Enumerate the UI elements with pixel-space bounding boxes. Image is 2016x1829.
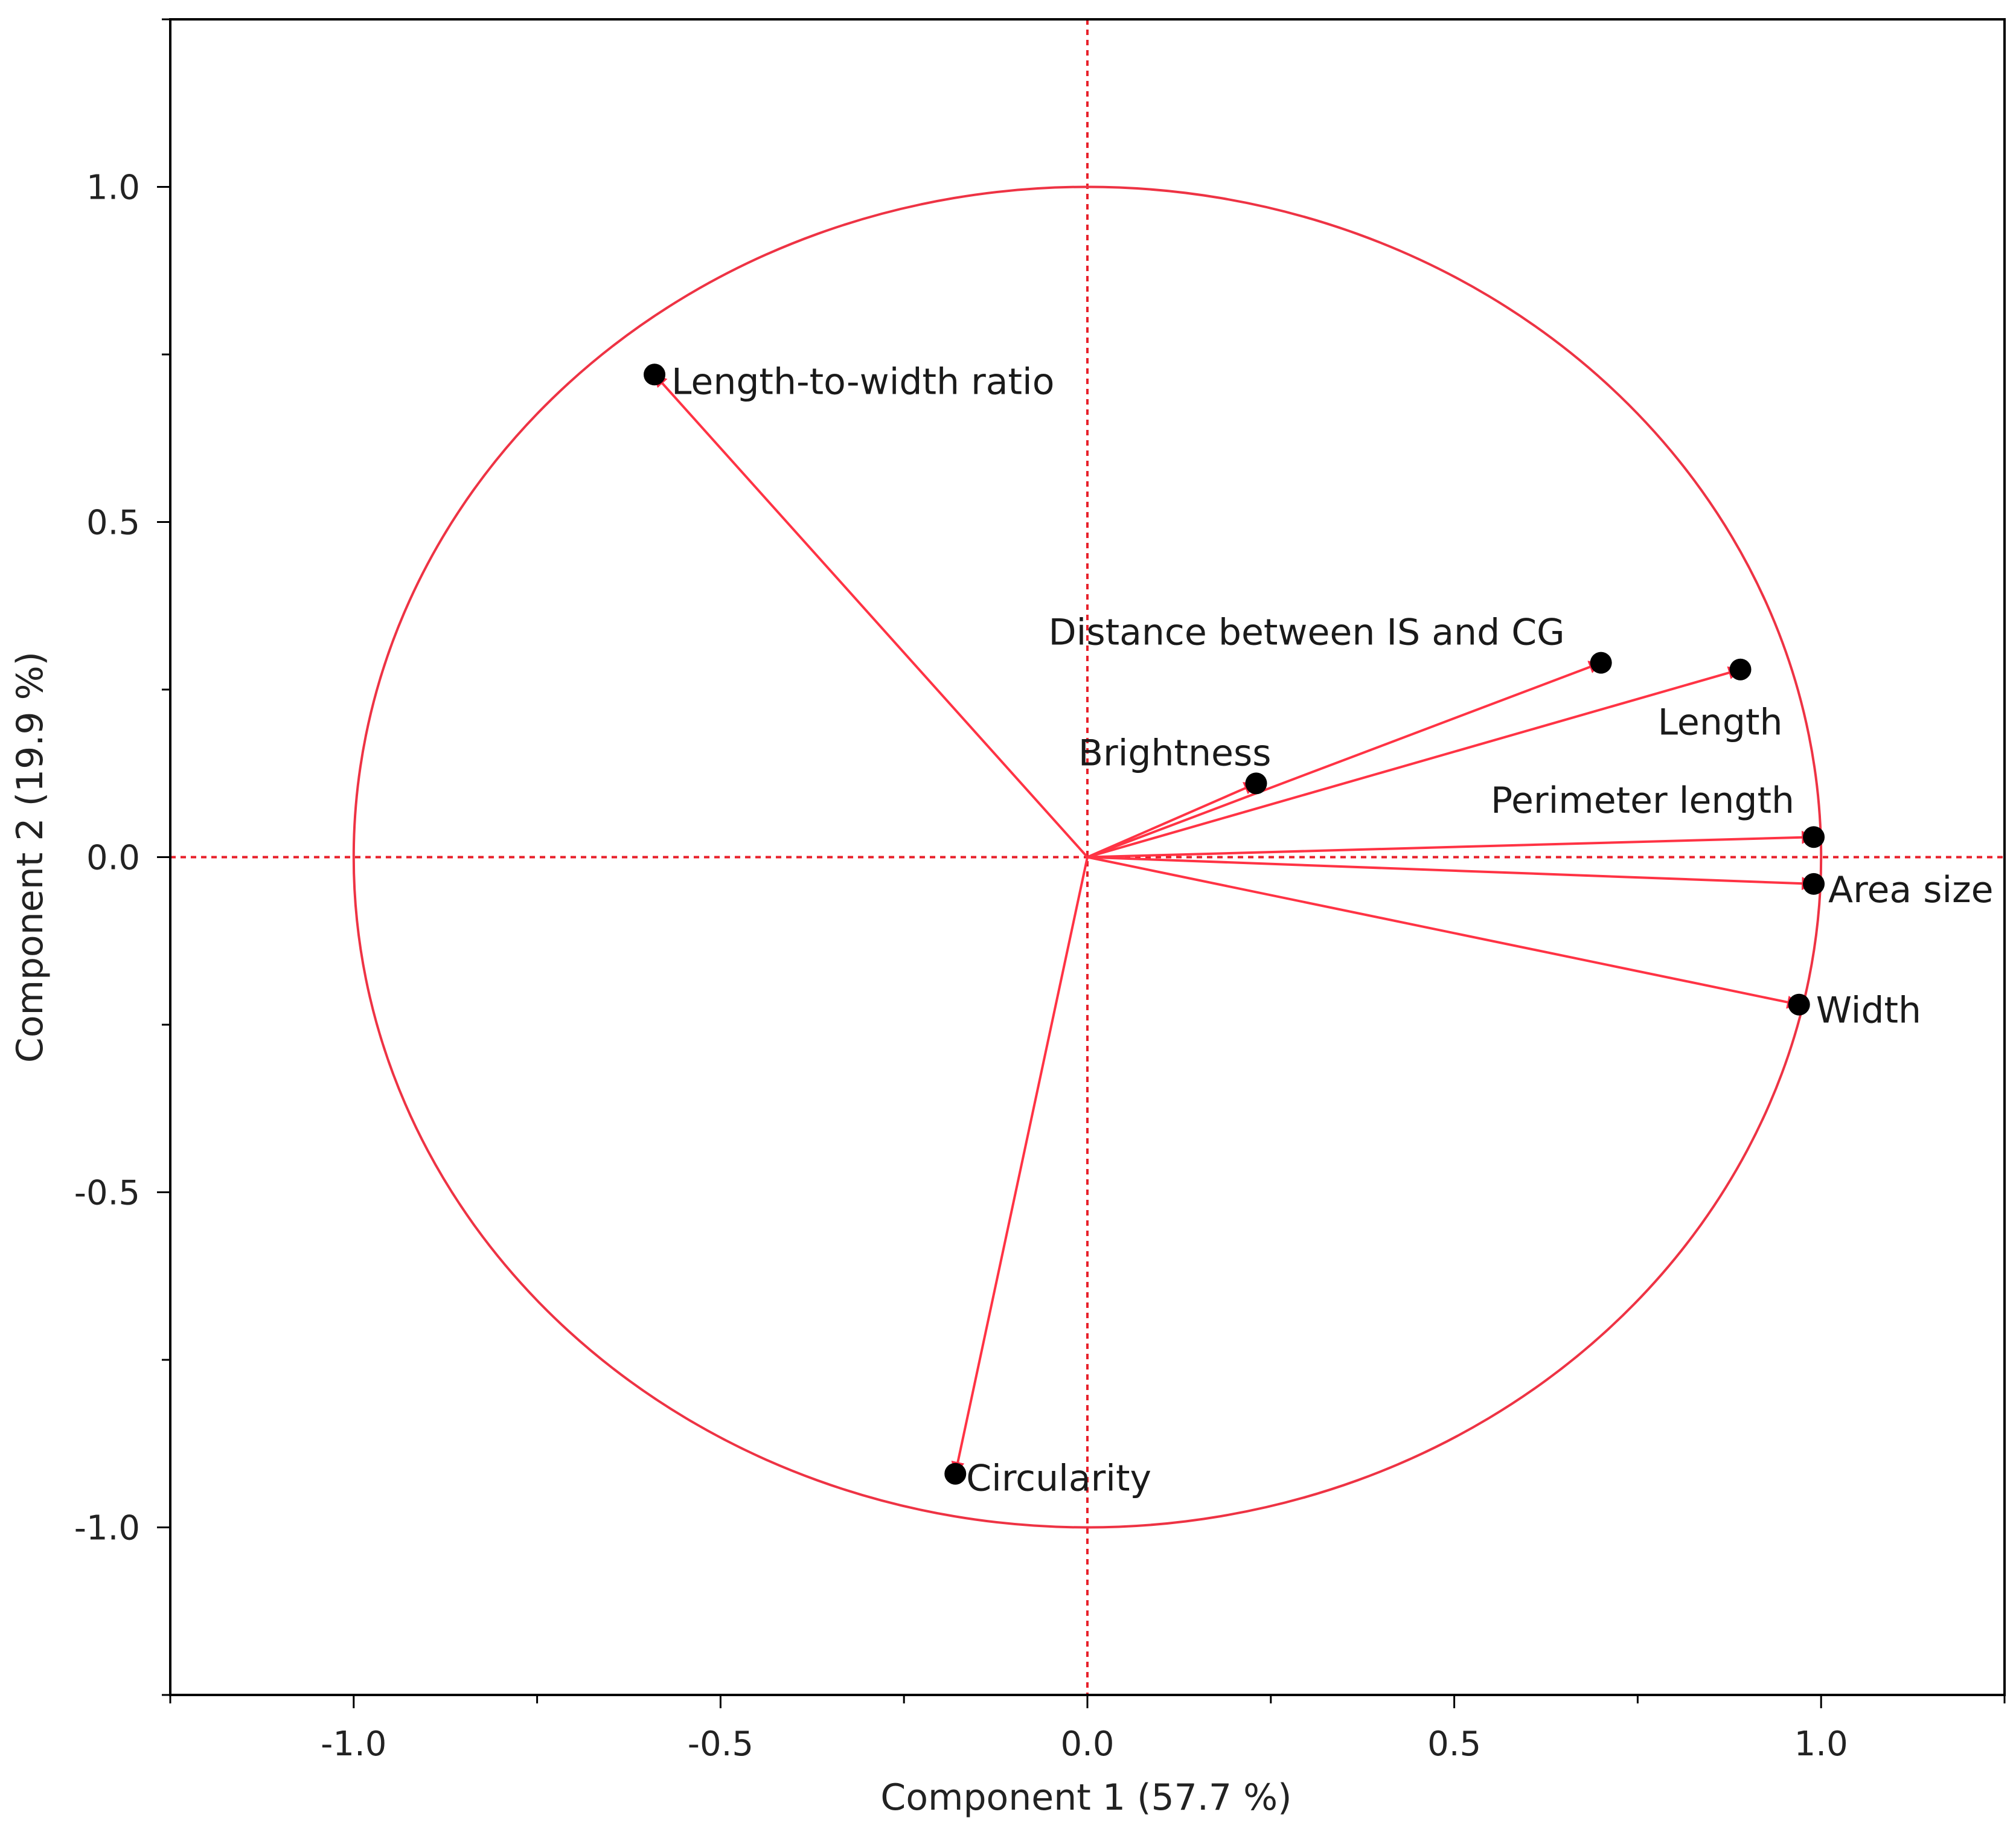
x-tick-label: -1.0 (321, 1725, 386, 1764)
y-axis-title: Component 2 (19.9 %) (9, 652, 51, 1063)
label-area-size: Area size (1828, 869, 1994, 911)
y-tick-label: 0.0 (86, 839, 140, 878)
tick-labels: -1.0 -0.5 0.0 0.5 1.0 1.0 0.5 0.0 -0.5 -1.0 (74, 168, 1848, 1764)
y-tick-label: -1.0 (74, 1509, 140, 1548)
label-length-to-width-ratio: Length-to-width ratio (671, 360, 1054, 403)
vector-length-to-width-ratio (653, 373, 1089, 858)
vector-perimeter-length (1087, 830, 1816, 859)
point-brightness (1245, 772, 1267, 795)
x-tick-label: 1.0 (1794, 1725, 1848, 1764)
label-width: Width (1816, 990, 1921, 1032)
loading-points (644, 364, 1825, 1485)
y-tick-label: 1.0 (86, 168, 140, 208)
label-brightness: Brightness (1078, 732, 1272, 774)
point-area-size (1803, 873, 1825, 895)
label-length: Length (1658, 702, 1783, 744)
point-width (1788, 993, 1810, 1016)
variable-labels: Length-to-width ratio Distance between IS… (671, 360, 1994, 1499)
point-circularity (944, 1462, 967, 1485)
point-length-to-width-ratio (644, 364, 666, 386)
unit-circle-layer (352, 185, 1823, 1529)
label-circularity: Circularity (966, 1458, 1151, 1500)
x-tick-label: 0.5 (1427, 1725, 1481, 1764)
vector-circularity (951, 857, 1089, 1475)
point-length (1729, 658, 1752, 681)
y-tick-label: 0.5 (86, 504, 140, 543)
point-perimeter-length (1803, 826, 1825, 848)
vector-width (1087, 856, 1800, 1009)
x-tick-label: 0.0 (1060, 1725, 1114, 1764)
x-tick-label: -0.5 (688, 1725, 754, 1764)
loading-vectors (653, 373, 1816, 1475)
x-axis-title: Component 1 (57.7 %) (880, 1776, 1291, 1819)
point-distance-between-is-and-cg (1590, 652, 1612, 674)
axis-ticks (157, 18, 2006, 1708)
vector-length (1087, 666, 1742, 859)
y-tick-label: -0.5 (74, 1174, 140, 1213)
vector-area-size (1087, 856, 1816, 891)
vector-brightness (1087, 782, 1258, 859)
vector-distance-between-is-and-cg (1087, 661, 1602, 859)
unit-circle (352, 185, 1823, 1529)
label-distance-between-is-and-cg: Distance between IS and CG (1048, 612, 1564, 654)
label-perimeter-length: Perimeter length (1491, 780, 1794, 822)
